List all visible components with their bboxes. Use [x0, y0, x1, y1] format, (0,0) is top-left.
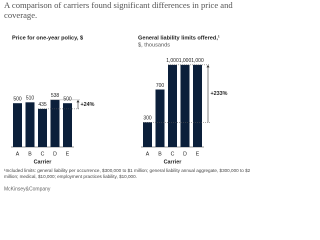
- x-tick-label: E: [196, 151, 200, 157]
- x-tick-label: D: [183, 151, 187, 157]
- value-label: 300: [143, 116, 152, 122]
- x-tick-label: C: [171, 151, 175, 157]
- x-tick-label: B: [28, 151, 32, 157]
- bar: [25, 102, 35, 147]
- value-label: 500: [13, 97, 22, 103]
- bar: [50, 99, 60, 147]
- bar: [155, 89, 165, 147]
- bar: [13, 103, 22, 147]
- x-tick-label: A: [146, 151, 150, 157]
- x-tick-label: A: [16, 151, 20, 157]
- chart-title: Price for one-year policy, $: [12, 35, 84, 41]
- value-label: 435: [38, 102, 47, 108]
- value-label: 510: [26, 96, 35, 102]
- bar: [63, 103, 72, 147]
- arrow-head: [76, 99, 80, 103]
- value-label: 500: [63, 97, 72, 103]
- x-axis-label: Carrier: [164, 159, 183, 165]
- page-title: A comparison of carriers found significa…: [4, 0, 233, 20]
- value-label: 538: [51, 93, 60, 99]
- chart-subtitle: $, thousands: [138, 42, 170, 48]
- value-label: 1,000: [166, 58, 179, 64]
- value-label: 700: [156, 83, 165, 89]
- title-box: A comparison of carriers found significa…: [4, 0, 233, 20]
- footnote: ¹Included limits: general liability per …: [4, 168, 251, 179]
- value-label: 1,000: [191, 58, 204, 64]
- x-tick-label: B: [158, 151, 162, 157]
- annotation: +24%: [81, 102, 95, 108]
- bar: [193, 64, 202, 147]
- value-label: 1,000: [179, 58, 192, 64]
- bar: [38, 108, 47, 147]
- annotation: +233%: [211, 91, 228, 97]
- x-tick-label: D: [53, 151, 57, 157]
- bar: [143, 122, 152, 147]
- source: McKinsey&Company: [4, 186, 51, 192]
- chart-title: General liability limits offered,¹: [138, 34, 220, 41]
- arrow-head: [206, 64, 210, 68]
- x-tick-label: E: [66, 151, 70, 157]
- bar: [180, 64, 190, 147]
- page: A comparison of carriers found significa…: [4, 0, 251, 192]
- x-axis-label: Carrier: [34, 159, 53, 165]
- chart: A comparison of carriers found significa…: [4, 0, 233, 192]
- bar: [168, 64, 177, 147]
- x-tick-label: C: [41, 151, 45, 157]
